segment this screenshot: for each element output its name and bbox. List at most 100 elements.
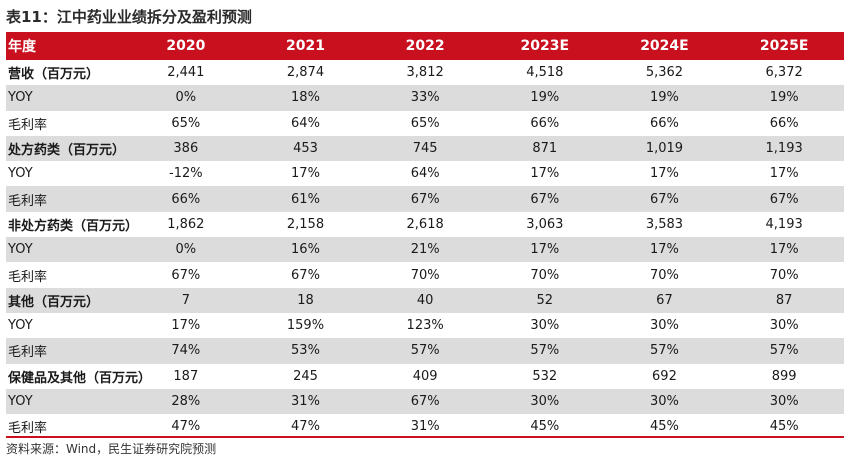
- header-cell: 年度: [8, 39, 36, 55]
- table-cell: 187: [173, 368, 199, 384]
- row-label: 营收（百万元）: [8, 67, 100, 83]
- table-cell: 53%: [291, 343, 320, 359]
- row-label: 非处方药类（百万元）: [8, 218, 139, 234]
- table-cell: 66%: [171, 191, 201, 207]
- row-label: 毛利率: [8, 421, 48, 437]
- table-cell: 67%: [410, 394, 440, 409]
- table-cell: 87: [775, 292, 793, 308]
- table-row: 毛利率 66% 61% 67% 67% 67% 67%: [6, 186, 844, 212]
- table-cell: 61%: [291, 191, 320, 207]
- table-cell: 70%: [530, 267, 560, 283]
- table-row: YOY 17% 159% 123% 30% 30% 30%: [6, 313, 844, 338]
- table-cell: 57%: [530, 343, 560, 359]
- bottom-rule: [6, 436, 844, 438]
- table-cell: 70%: [410, 267, 440, 283]
- row-label: YOY: [8, 394, 33, 409]
- table-cell: 19%: [650, 90, 679, 106]
- table-cell: 409: [412, 368, 438, 384]
- table-row: 处方药类（百万元） 386 453 745 871 1,019 1,193: [6, 135, 844, 162]
- table-cell: 16%: [291, 242, 320, 258]
- table-cell: 2,618: [406, 216, 444, 232]
- table-cell: 1,862: [167, 216, 205, 232]
- table-cell: 57%: [410, 343, 440, 359]
- table-cell: 17%: [769, 242, 799, 258]
- table-cell: 30%: [530, 318, 560, 334]
- table-cell: 159%: [286, 318, 325, 334]
- row-label: 保健品及其他（百万元）: [8, 370, 152, 386]
- table-cell: 70%: [650, 267, 679, 283]
- table-cell: 66%: [769, 115, 799, 131]
- table-cell: 28%: [171, 394, 201, 409]
- table-cell: 67%: [171, 267, 201, 283]
- table-cell: 30%: [650, 394, 679, 409]
- table-row: 毛利率 74% 53% 57% 57% 57% 57%: [6, 338, 844, 364]
- table-cell: 33%: [410, 90, 440, 106]
- header-cell: 2024E: [640, 38, 689, 54]
- row-label: 毛利率: [8, 269, 48, 285]
- table-cell: 57%: [650, 343, 679, 359]
- table-cell: 31%: [291, 394, 320, 409]
- table-row: 非处方药类（百万元） 1,862 2,158 2,618 3,063 3,583 4,193: [6, 212, 844, 237]
- table-cell: 3,812: [406, 65, 444, 81]
- table-cell: 30%: [769, 394, 799, 409]
- table-cell: 17%: [171, 318, 201, 334]
- table-cell: 2,874: [286, 65, 325, 81]
- header-cell: 2023E: [520, 38, 570, 54]
- table-cell: 123%: [406, 318, 444, 334]
- header-cell: 2020: [166, 38, 206, 54]
- table-row: 毛利率 47% 47% 31% 45% 45% 45%: [6, 414, 844, 439]
- row-label: YOY: [8, 242, 33, 258]
- table-cell: 1,019: [645, 141, 684, 157]
- table-cell: 30%: [530, 394, 560, 409]
- row-label: 毛利率: [8, 117, 48, 133]
- table-row: 毛利率 65% 64% 65% 66% 66% 66%: [6, 111, 844, 136]
- table-cell: 67: [656, 292, 673, 308]
- table-cell: 17%: [769, 166, 799, 182]
- table-cell: 64%: [410, 166, 440, 182]
- table-cell: 4,518: [526, 65, 564, 81]
- table-cell: 1,193: [765, 141, 803, 157]
- row-label: 毛利率: [8, 345, 48, 361]
- table-cell: 52: [536, 292, 554, 308]
- table-row: YOY 0% 18% 33% 19% 19% 19%: [6, 85, 844, 111]
- table-cell: 57%: [769, 343, 799, 359]
- table-cell: 65%: [410, 115, 440, 131]
- table-row: YOY -12% 17% 64% 17% 17% 17%: [6, 161, 844, 186]
- table-cell: 6,372: [765, 65, 803, 81]
- table-header-row: 年度 2020 2021 2022 2023E 2024E 2025E: [6, 32, 844, 60]
- table-cell: 21%: [410, 242, 440, 258]
- table-cell: 7: [181, 292, 190, 308]
- row-label: YOY: [8, 90, 33, 106]
- table-cell: 899: [771, 368, 797, 384]
- table-row: 毛利率 67% 67% 70% 70% 70% 70%: [6, 262, 844, 287]
- table-cell: 45%: [650, 419, 679, 435]
- header-cell: 2022: [405, 38, 445, 54]
- table-cell: 453: [293, 141, 318, 157]
- source-note: 资料来源：Wind，民生证券研究院预测: [6, 442, 217, 456]
- table-row: YOY 28% 31% 67% 30% 30% 30%: [6, 388, 844, 415]
- table-cell: -12%: [169, 166, 203, 182]
- table-cell: 0%: [175, 90, 197, 106]
- table-cell: 18: [297, 292, 314, 308]
- table-cell: 31%: [410, 419, 440, 435]
- table-row: 其他（百万元） 7 18 40 52 67 87: [6, 287, 844, 313]
- table-cell: 67%: [410, 191, 440, 207]
- table-cell: 67%: [291, 267, 320, 283]
- table-cell: 17%: [291, 166, 320, 182]
- table-cell: 17%: [650, 166, 679, 182]
- table-cell: 0%: [175, 242, 197, 258]
- header-cell: 2025E: [759, 38, 809, 54]
- table-cell: 2,158: [286, 216, 325, 232]
- row-label: 处方药类（百万元）: [8, 143, 126, 159]
- table-cell: 2,441: [167, 65, 205, 81]
- table-cell: 64%: [291, 115, 320, 131]
- table-cell: 3,583: [645, 216, 684, 232]
- table-cell: 17%: [530, 166, 560, 182]
- table-cell: 871: [532, 141, 558, 157]
- table-cell: 386: [173, 141, 199, 157]
- table-body: 营收（百万元） 2,441 2,874 3,812 4,518 5,362 6,372 YOY…: [6, 60, 844, 439]
- table-cell: 47%: [171, 419, 201, 435]
- table-title: 表11：江中药业业绩拆分及盈利预测: [6, 8, 252, 26]
- table-cell: 18%: [291, 90, 320, 106]
- table-cell: 30%: [769, 318, 799, 334]
